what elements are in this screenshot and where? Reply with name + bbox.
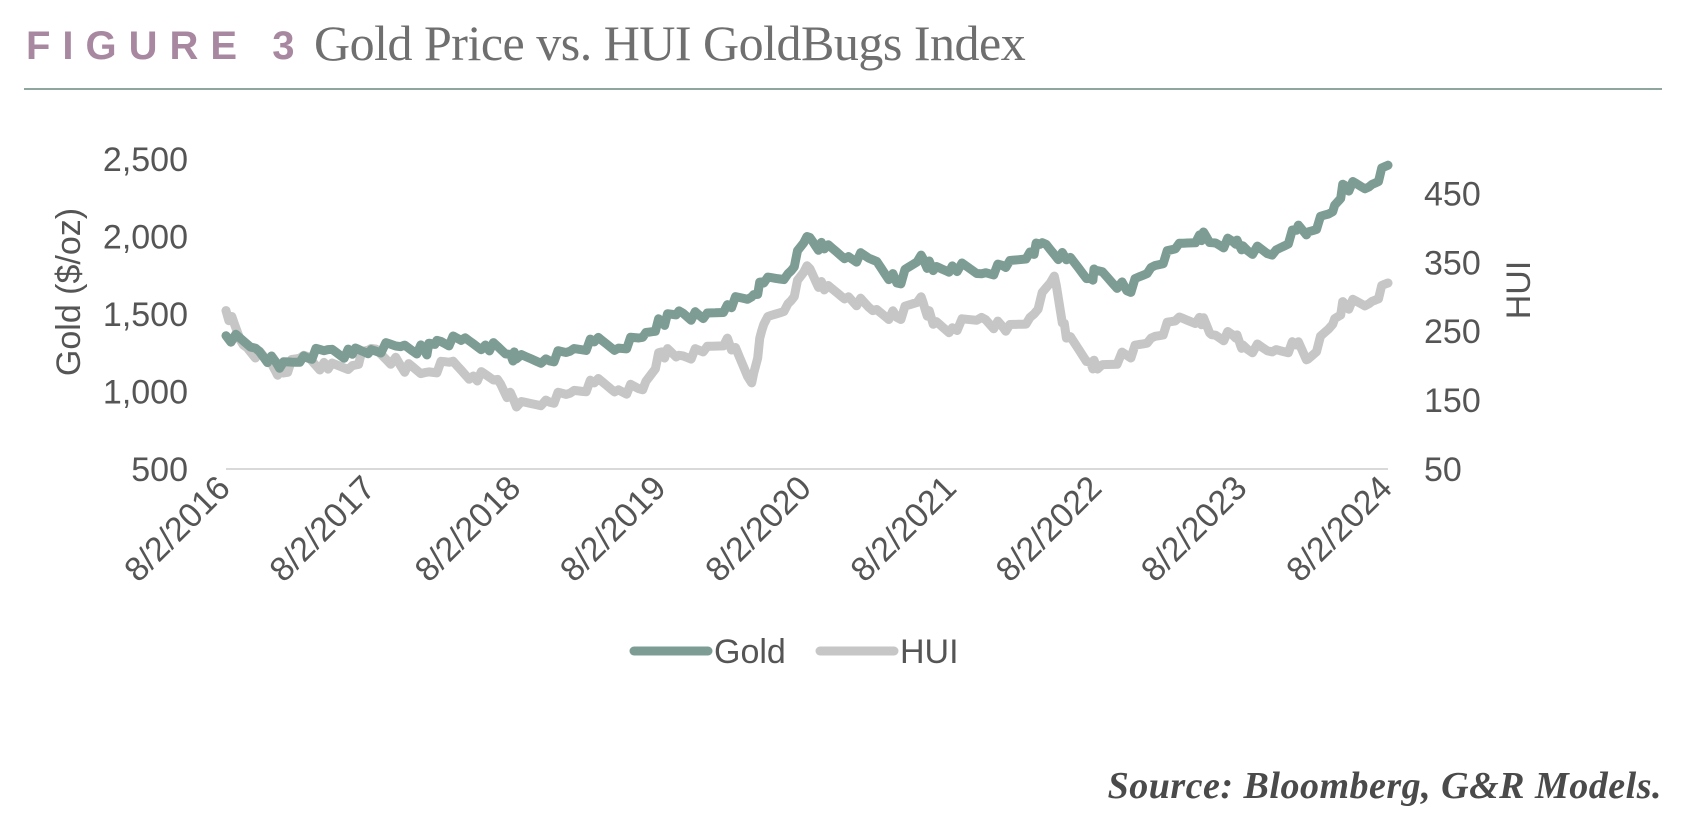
y-right-tick-label: 250 (1424, 313, 1481, 351)
series-layer (221, 160, 1393, 412)
y-right-tick-label: 350 (1424, 244, 1481, 282)
y-left-tick-label: 2,500 (103, 141, 188, 179)
y-left-axis-title: Gold ($/oz) (50, 208, 88, 376)
y-left-tick-label: 1,000 (103, 374, 188, 412)
y-left-tick-label: 1,500 (103, 296, 188, 334)
figure-title: Gold Price vs. HUI GoldBugs Index (314, 15, 1026, 71)
x-tick-label: 8/2/2023 (1134, 469, 1254, 589)
x-tick-label: 8/2/2021 (843, 469, 963, 589)
x-tick-label: 8/2/2017 (262, 469, 382, 589)
y-left-tick-label: 500 (131, 451, 188, 489)
series-line-hui (221, 261, 1393, 412)
y-right-tick-label: 150 (1424, 382, 1481, 420)
y-right-axis-title: HUI (1500, 261, 1538, 320)
figure-header: FIGURE 3 Gold Price vs. HUI GoldBugs Ind… (24, 10, 1662, 90)
figure-label: FIGURE 3 (26, 24, 307, 68)
x-tick-label: 8/2/2020 (698, 469, 818, 589)
x-tick-label: 8/2/2024 (1279, 469, 1399, 589)
legend-label-gold: Gold (714, 633, 786, 671)
source-note: Source: Bloomberg, G&R Models. (1107, 765, 1662, 807)
y-left-tick-label: 2,000 (103, 219, 188, 257)
y-right-tick-label: 450 (1424, 175, 1481, 213)
x-tick-label: 8/2/2018 (408, 469, 528, 589)
x-tick-label: 8/2/2019 (553, 469, 673, 589)
legend-label-hui: HUI (900, 633, 959, 671)
y-right-tick-label: 50 (1424, 451, 1462, 489)
legend: Gold HUI (629, 633, 959, 671)
x-tick-label: 8/2/2022 (989, 469, 1109, 589)
series-line-gold (221, 160, 1393, 373)
